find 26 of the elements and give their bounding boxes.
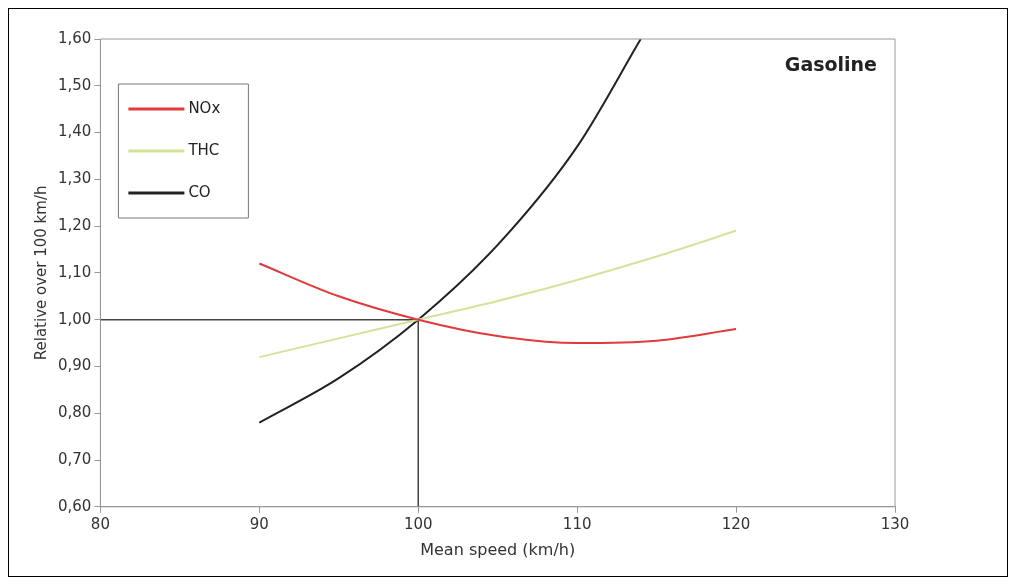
x-tick-label: 130 [880, 514, 910, 533]
x-axis-title: Mean speed (km/h) [420, 539, 576, 559]
y-axis-title: Relative over 100 km/h [31, 185, 50, 361]
x-tick-label: 90 [249, 514, 269, 533]
x-tick-label: 110 [562, 514, 592, 533]
y-tick-label: 1,20 [57, 216, 92, 235]
y-tick-label: 0,60 [57, 496, 92, 515]
y-tick-label: 0,80 [57, 403, 92, 422]
line-series [258, 262, 738, 345]
legend-label: CO [188, 182, 211, 201]
y-tick-label: 1,40 [57, 122, 92, 141]
y-tick-label: 1,30 [57, 169, 92, 188]
annotation: Gasoline [784, 52, 877, 75]
x-tick-label: 100 [403, 514, 433, 533]
x-tick-label: 80 [90, 514, 110, 533]
legend-label: THC [187, 140, 220, 159]
x-tick-label: 120 [721, 514, 751, 533]
line-series [258, 229, 738, 359]
legend-label: NOx [188, 98, 221, 117]
y-tick-label: 1,00 [57, 309, 92, 328]
y-tick-label: 0,90 [57, 356, 92, 375]
y-tick-label: 1,10 [57, 262, 92, 281]
y-tick-label: 0,70 [57, 449, 92, 468]
line-series [258, 39, 642, 424]
y-tick-label: 1,60 [57, 28, 92, 47]
y-tick-label: 1,50 [57, 75, 92, 94]
